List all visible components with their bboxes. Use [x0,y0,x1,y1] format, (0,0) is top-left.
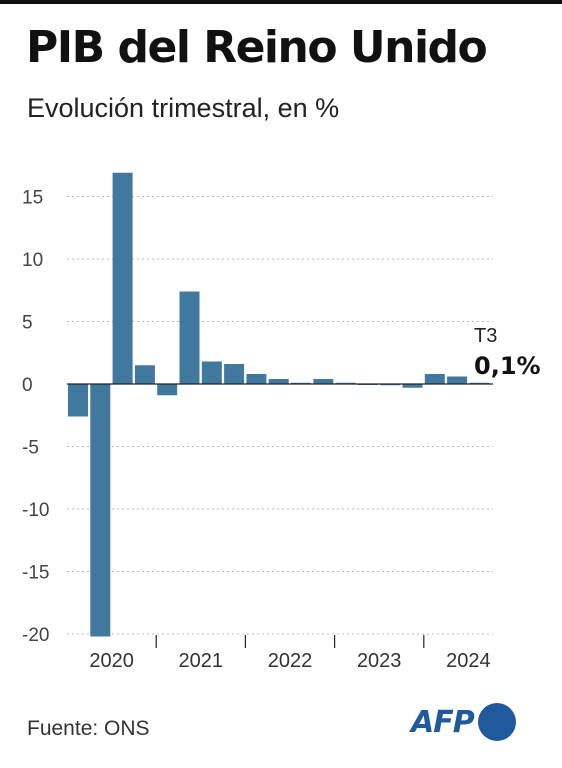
y-tick-label: 0 [22,375,33,396]
annotation: T3 0,1% [474,325,541,380]
bar [469,382,490,384]
bar [157,384,178,396]
bar [246,374,267,384]
top-rule [0,0,562,4]
x-axis-labels: 2020 2021 2022 2023 2024 [89,650,490,672]
bar [402,384,423,388]
bar [335,382,356,384]
y-tick-label: -15 [22,563,49,584]
bar [424,374,445,384]
bar [268,379,289,384]
y-tick-label: -20 [22,625,49,646]
bar [68,384,88,417]
bar [179,291,200,384]
annotation-value: 0,1% [474,352,541,380]
y-tick-label: 10 [22,250,43,271]
bar [112,172,133,384]
bar [291,382,311,384]
logo-text: AFP [411,704,475,740]
bar [134,365,155,384]
bar [313,379,334,384]
source-note: Fuente: ONS [27,717,150,740]
bar [380,384,401,386]
x-axis [67,383,493,648]
annotation-label: T3 [474,325,497,347]
gridlines [67,196,493,635]
logo-dot-icon [477,703,516,741]
bars [68,172,490,637]
chart-subtitle: Evolución trimestral, en % [27,93,340,123]
y-tick-label: -5 [22,438,39,459]
x-tick-label: 2020 [89,650,134,672]
chart-title: PIB del Reino Unido [26,22,488,73]
x-tick-label: 2024 [446,650,491,672]
bar-chart: 15 10 5 0 -5 -10 -15 -20 2020 2021 2022 2023 2024 T… [22,172,541,672]
y-tick-label: -10 [22,500,49,521]
x-tick-label: 2023 [357,650,402,672]
afp-logo: AFP [411,703,516,741]
y-axis-labels: 15 10 5 0 -5 -10 -15 -20 [22,188,49,647]
bar [201,361,222,384]
x-tick-label: 2021 [179,650,224,672]
bar [224,364,245,384]
y-tick-label: 5 [22,313,33,334]
y-tick-label: 15 [22,188,43,209]
bar [90,384,111,637]
x-tick-label: 2022 [268,650,313,672]
bar [447,376,468,384]
